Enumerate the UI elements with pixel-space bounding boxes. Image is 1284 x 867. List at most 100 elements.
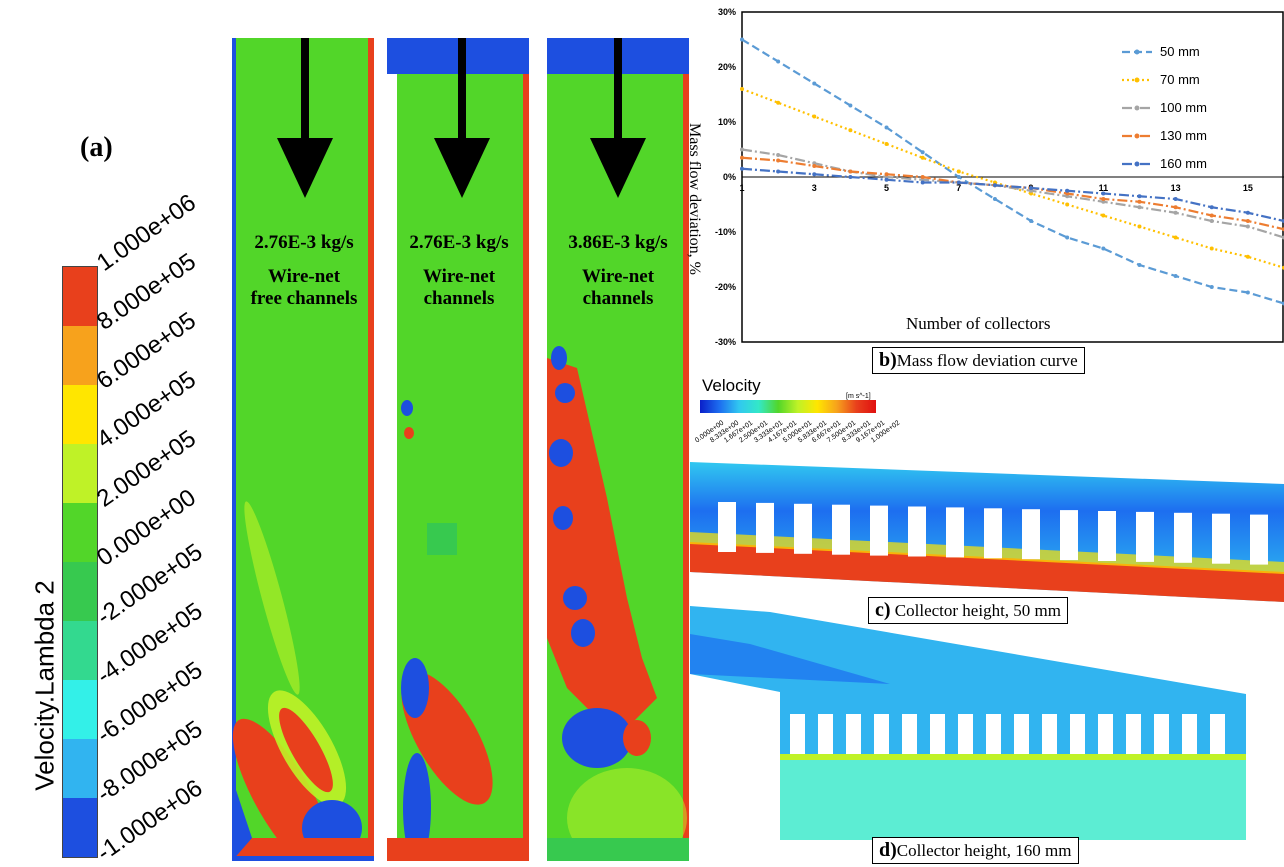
data-point (1173, 197, 1178, 201)
data-point (1029, 186, 1034, 190)
data-point (1209, 285, 1214, 289)
data-point (1065, 235, 1070, 240)
data-point (956, 175, 961, 179)
panel-c-caption: c) Collector height, 50 mm (868, 597, 1068, 624)
legend-entry: 50 mm (1160, 44, 1200, 59)
velocity-colorbar (700, 400, 876, 413)
collector-slot (984, 508, 1002, 559)
collector-slot (1154, 714, 1169, 754)
data-point (740, 155, 744, 160)
collector-slot (1126, 714, 1141, 754)
data-point (1245, 224, 1250, 229)
data-point (1173, 274, 1178, 278)
colorbar-band (63, 680, 97, 739)
panel-3-flow: 3.86E-3 kg/s (568, 232, 668, 253)
velocity-legend-unit: [m s^-1] (846, 393, 871, 400)
collector-slot (870, 505, 888, 556)
data-point (848, 103, 853, 108)
panel-1-line1: Wire-net (267, 266, 341, 287)
data-point (1101, 213, 1106, 218)
colorbar-band (63, 444, 97, 503)
panel-d-caption-letter: d) (879, 839, 897, 861)
y-tick-label: -30% (715, 337, 736, 347)
data-point (956, 169, 961, 174)
collector-slot (718, 502, 736, 552)
mass-flow-deviation-chart: 30%20%10%0%-10%-20%-30%1357911131550 mm7… (715, 7, 1284, 347)
colorbar-band (63, 798, 97, 857)
data-point (776, 158, 781, 163)
data-point (1101, 197, 1106, 201)
collector-160mm-contour (690, 606, 1246, 840)
data-point (1065, 191, 1070, 196)
collector-slot (1042, 714, 1057, 754)
data-point (740, 87, 744, 91)
lambda2-legend-title: Velocity.Lambda 2 (29, 580, 60, 791)
data-point (776, 169, 781, 174)
data-point (1245, 254, 1250, 259)
panel-2-flow: 2.76E-3 kg/s (409, 232, 509, 253)
colorbar-band (63, 326, 97, 385)
collector-slot (1060, 510, 1078, 561)
panel-c-caption-letter: c) (875, 599, 891, 621)
data-point (1173, 235, 1178, 240)
x-tick-label: 1 (739, 183, 744, 193)
data-point (776, 100, 781, 105)
panel-1-line2: free channels (250, 288, 358, 309)
collector-slot (986, 714, 1001, 754)
panel-2-text: 2.76E-3 kg/s Wire-net channels (389, 232, 529, 310)
panel-b-caption: b)Mass flow deviation curve (872, 347, 1085, 374)
data-point (848, 169, 853, 174)
colorbar-band (63, 562, 97, 621)
collector-slot (1136, 511, 1154, 562)
lambda2-contour-panels (232, 38, 689, 861)
collector-slot (908, 506, 926, 557)
data-point (776, 153, 781, 157)
data-point (920, 177, 925, 182)
data-point (1065, 202, 1070, 207)
data-point (884, 175, 889, 179)
y-tick-label: 20% (718, 62, 736, 72)
collector-slot (794, 503, 812, 554)
data-point (740, 147, 744, 152)
data-point (1173, 205, 1178, 210)
collector-slot (902, 714, 917, 754)
panel-2-line2: channels (423, 288, 495, 309)
data-point (1029, 191, 1034, 196)
data-point (884, 177, 889, 182)
series-line (741, 167, 1284, 223)
data-point (920, 150, 925, 155)
data-point (920, 155, 925, 160)
collector-slot (1098, 511, 1116, 561)
data-point (992, 180, 997, 185)
data-point (1029, 219, 1034, 223)
data-point (812, 81, 817, 86)
data-point (812, 172, 817, 177)
panel-3-line1: Wire-net (581, 266, 655, 287)
flow-direction-arrows (277, 38, 646, 198)
data-point (1029, 188, 1034, 193)
collector-slot (946, 507, 964, 558)
data-point (884, 172, 889, 177)
colorbar-band (63, 739, 97, 798)
legend-entry: 160 mm (1160, 156, 1207, 171)
velocity-legend-title: Velocity (702, 376, 761, 395)
data-point (920, 180, 925, 185)
series-line (741, 87, 1284, 269)
collector-slot (1212, 513, 1230, 564)
data-point (1209, 219, 1214, 223)
panel-d-caption-text: Collector height, 160 mm (896, 841, 1072, 860)
lambda2-colorbar (62, 266, 98, 858)
collector-slot (1174, 512, 1192, 563)
data-point (956, 180, 961, 185)
data-point (812, 161, 817, 166)
data-point (1137, 224, 1142, 229)
chart-x-axis-label: Number of collectors (906, 314, 1051, 333)
legend-marker (1134, 77, 1140, 83)
collector-slot (1210, 714, 1225, 754)
collector-slot (1098, 714, 1113, 754)
data-point (1209, 246, 1214, 251)
data-point (812, 114, 817, 119)
colorbar-band (63, 385, 97, 444)
collector-slot (1014, 714, 1029, 754)
data-point (1137, 199, 1142, 204)
